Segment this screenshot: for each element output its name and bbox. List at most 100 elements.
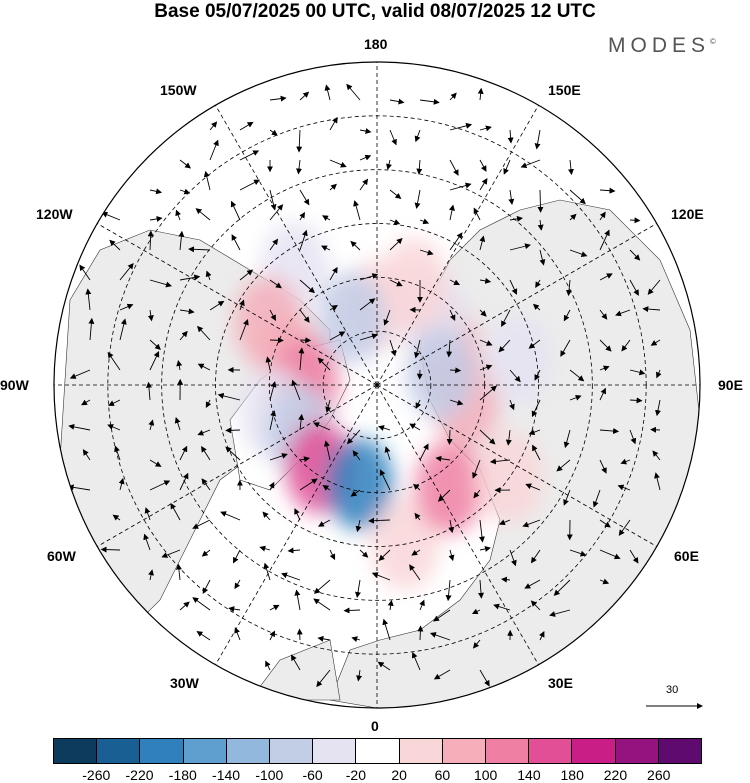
wind-arrow	[479, 125, 492, 132]
wind-arrow	[413, 483, 421, 491]
wind-arrow	[629, 249, 641, 261]
wind-arrow	[479, 309, 487, 317]
wind-arrow	[231, 234, 241, 251]
colorbar-swatch	[97, 739, 141, 763]
wind-arrow	[477, 87, 484, 101]
wind-arrow	[569, 213, 577, 221]
wind-arrow	[650, 426, 661, 433]
wind-arrow	[320, 245, 331, 251]
wind-arrow	[509, 399, 515, 411]
wind-arrow	[359, 154, 372, 161]
colorbar-ticks: -260 -220 -180 -140 -100 -60 -20 20 60 100 140 180 2…	[53, 767, 702, 783]
latitude-circle	[161, 169, 593, 601]
wind-arrow	[449, 399, 464, 406]
wind-arrow	[353, 200, 361, 221]
wind-arrow	[269, 630, 275, 641]
wind-arrow	[119, 303, 134, 311]
wind-arrow	[149, 216, 163, 222]
wind-arrow	[329, 183, 337, 191]
wind-arrow	[197, 363, 211, 371]
anomaly-blob	[318, 271, 387, 364]
wind-arrow	[473, 489, 481, 499]
wind-arrow	[389, 189, 402, 200]
wind-arrow	[291, 379, 301, 401]
wind-arrow	[192, 597, 211, 611]
anomaly-blob	[379, 237, 448, 330]
wind-arrow	[179, 601, 190, 611]
wind-arrow	[355, 519, 362, 533]
wind-arrow	[322, 484, 331, 491]
colorbar	[53, 738, 702, 764]
colorbar-swatch	[183, 739, 227, 763]
wind-arrow	[378, 549, 391, 561]
wind-arrow	[145, 381, 152, 401]
wind-arrow	[509, 279, 518, 295]
wind-arrow	[389, 238, 403, 251]
wind-arrow	[228, 606, 241, 613]
wind-arrow	[569, 369, 585, 382]
wind-arrow	[225, 446, 241, 461]
wind-arrow	[384, 446, 391, 461]
wind-arrow	[299, 279, 315, 294]
wind-arrow	[528, 339, 541, 349]
wind-arrow	[179, 472, 189, 491]
colorbar-swatch	[486, 739, 530, 763]
wind-arrow	[647, 279, 661, 295]
wind-arrow	[414, 189, 421, 209]
wind-arrow	[508, 189, 515, 205]
wind-arrow	[478, 519, 485, 543]
wind-arrow	[299, 309, 310, 323]
wind-arrow	[501, 576, 511, 583]
wind-arrow	[532, 303, 541, 311]
wind-arrow	[382, 618, 391, 641]
wind-arrow	[188, 246, 211, 253]
wind-arrow	[205, 270, 212, 281]
wind-arrow	[263, 562, 271, 581]
wind-arrow	[265, 660, 271, 671]
wind-arrow	[329, 266, 338, 281]
wind-arrow	[569, 189, 586, 205]
wind-arrow	[449, 92, 457, 101]
meridian-line	[376, 384, 539, 665]
wind-arrow	[566, 279, 572, 297]
wind-arrow	[179, 308, 195, 315]
colorbar-swatch	[313, 739, 357, 763]
wind-arrow	[179, 274, 201, 281]
wind-arrow	[629, 217, 641, 224]
wind-arrow	[179, 159, 191, 169]
lon-label-120w: 120W	[36, 206, 73, 222]
wind-arrow	[599, 519, 611, 528]
wind-arrow	[389, 219, 401, 225]
wind-arrow	[196, 631, 211, 641]
wind-arrow	[449, 232, 463, 251]
wind-arrow	[175, 563, 182, 581]
wind-arrow	[269, 453, 288, 461]
wind-arrow	[489, 458, 511, 465]
wind-arrow	[174, 417, 181, 431]
meridian-line	[376, 223, 657, 386]
wind-arrow	[389, 129, 397, 146]
wind-arrow	[479, 277, 492, 284]
map-title: Base 05/07/2025 00 UTC, valid 08/07/2025…	[154, 1, 596, 22]
colorbar-tick-label: 140	[517, 767, 541, 783]
colorbar-tick-label: 220	[603, 767, 628, 783]
wind-arrow	[560, 339, 571, 357]
wind-arrow	[528, 429, 541, 435]
wind-arrow	[205, 399, 212, 408]
colorbar-swatch	[572, 739, 616, 763]
wind-arrow	[323, 440, 331, 461]
wind-arrow	[433, 669, 451, 680]
wind-arrow	[239, 269, 254, 281]
wind-arrow	[413, 339, 421, 359]
wind-arrow	[599, 459, 607, 474]
wind-arrow	[239, 179, 260, 191]
wind-arrow	[269, 204, 284, 221]
lon-label-120e: 120E	[671, 206, 704, 222]
wind-arrow	[259, 545, 271, 552]
wind-arrow	[294, 589, 301, 611]
colorbar-tick-label: -100	[255, 767, 284, 783]
wind-arrow	[524, 579, 541, 589]
wind-arrow	[230, 200, 241, 221]
wind-arrow	[298, 347, 305, 371]
wind-arrow	[68, 423, 91, 431]
